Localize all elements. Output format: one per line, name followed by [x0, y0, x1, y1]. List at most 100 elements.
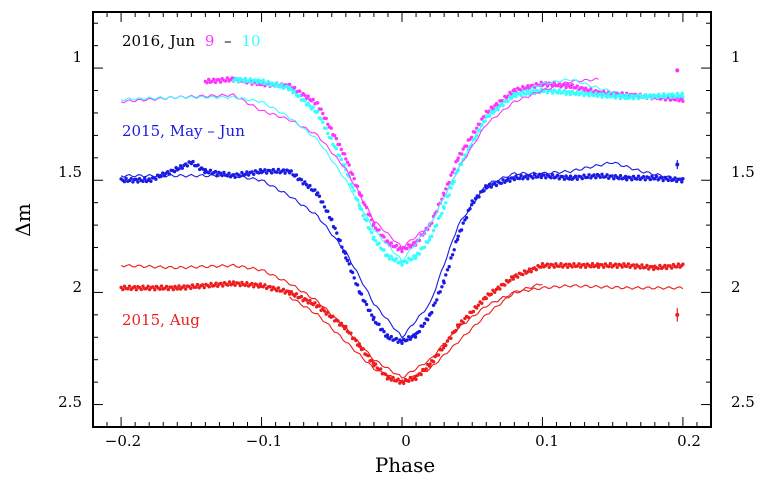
2015-aug-point [545, 262, 550, 266]
2015-may-jun-point [161, 171, 165, 175]
2016-jun-10-point [592, 93, 596, 98]
2015-may-jun-point [681, 177, 685, 181]
2015-may-jun-point [263, 168, 267, 172]
2015-aug-point [521, 272, 525, 277]
2015-may-jun-point [149, 179, 153, 183]
2015-may-jun-point [178, 164, 183, 168]
2015-may-jun-point [635, 177, 639, 181]
2015-aug-point [622, 262, 626, 266]
2015-may-jun-point [636, 174, 641, 178]
2016-jun-9-point [339, 147, 343, 152]
2015-aug-point [299, 294, 304, 299]
2016-jun-9-point [337, 142, 342, 147]
x-tick-label: −0.2 [105, 432, 141, 450]
2016-jun-10-point [343, 163, 347, 167]
2015-may-jun-point [227, 171, 231, 175]
2016-jun-10-point [266, 80, 270, 84]
2015-may-jun-point [612, 177, 616, 181]
2015-may-jun-point [456, 234, 460, 238]
2015-may-jun-point [355, 283, 360, 287]
2015-may-jun-point [359, 292, 364, 296]
2015-aug-point [177, 284, 181, 288]
2016-jun-9-point [372, 221, 376, 226]
2015-may-jun-point [438, 290, 442, 294]
2016-jun-10-point [387, 257, 392, 261]
2016-jun-10-point [236, 79, 241, 84]
label-aug-2015: 2015, Aug [122, 311, 200, 329]
2015-aug-point [540, 262, 545, 266]
2016-jun-10-point [370, 230, 374, 235]
2016-jun-9-point [345, 160, 350, 164]
2016-jun-10-point [410, 257, 414, 261]
label-june-2016-dash: – [224, 32, 232, 50]
2015-may-jun-point [134, 177, 138, 182]
2016-jun-10-point [430, 234, 434, 239]
x-tick-label: 0.2 [677, 432, 701, 450]
2016-jun-10-point [352, 189, 356, 193]
2016-jun-9-point [526, 84, 530, 88]
2015-aug-point [658, 263, 662, 268]
2016-jun-10-point [589, 91, 593, 95]
2016-jun-10-point [361, 213, 365, 218]
2015-aug-point [633, 266, 637, 270]
2016-jun-10-point [568, 92, 573, 97]
2015-aug-point [226, 283, 230, 287]
2015-may-jun-point [370, 313, 374, 317]
2016-jun-10-point [580, 90, 584, 95]
2015-may-jun-point [408, 337, 413, 341]
2015-may-jun-point [550, 173, 555, 177]
2015-aug-point [153, 288, 157, 292]
2015-aug-point [171, 287, 175, 292]
2016-jun-10-point [337, 154, 342, 158]
2015-aug-point [263, 283, 267, 287]
2015-may-jun-point [185, 164, 190, 168]
2015-may-jun-point [641, 175, 646, 179]
2016-jun-10-point [382, 248, 386, 252]
2016-jun-10-point [261, 78, 265, 82]
2015-may-jun-point [131, 180, 135, 184]
2015-may-jun-point [544, 176, 548, 180]
2016-jun-9-point [316, 101, 320, 105]
2015-aug-point [620, 265, 624, 269]
2015-may-jun-point [281, 168, 286, 172]
2015-aug-point [584, 265, 588, 269]
2016-jun-10-point [438, 214, 442, 218]
2016-jun-9-point [394, 243, 399, 248]
2015-may-jun-point [363, 299, 367, 304]
2015-may-jun-point [430, 310, 434, 315]
2016-jun-9-point [306, 94, 310, 98]
2015-may-jun-point [270, 171, 274, 175]
2015-aug-point [424, 367, 428, 371]
2015-aug-point [245, 281, 249, 285]
2015-may-jun-point [122, 179, 127, 184]
2015-aug-point [566, 265, 570, 269]
2015-aug-point [676, 262, 681, 266]
2015-may-jun-point [526, 177, 530, 181]
2015-may-jun-point [610, 174, 614, 178]
2016-jun-10-point [377, 241, 381, 245]
2015-may-jun-point [417, 329, 422, 334]
2015-may-jun-point [338, 238, 342, 243]
2016-jun-10-point [598, 92, 602, 96]
2016-jun-10-point [349, 182, 353, 186]
2015-aug-point [126, 287, 130, 291]
2016-jun-9-point [545, 84, 550, 88]
2015-may-jun-point [177, 167, 181, 171]
2015-may-jun-point [333, 226, 337, 230]
blue-error-bar-point [675, 162, 680, 167]
2015-aug-point [286, 289, 291, 293]
2015-aug-point [366, 354, 370, 358]
2015-may-jun-point [246, 173, 251, 177]
2016-jun-9-point [444, 187, 448, 191]
2016-jun-9-point [225, 76, 229, 80]
2015-may-jun-point [506, 176, 510, 181]
2015-aug-point [141, 284, 145, 288]
label-june-2016-day9: 9 [205, 32, 215, 50]
2016-jun-9-point [681, 99, 685, 104]
2015-aug-point [471, 309, 476, 314]
red-error-bar-point [675, 312, 680, 317]
2015-may-jun-point [459, 228, 464, 232]
2016-jun-10-point [607, 92, 611, 96]
2016-jun-9-point [461, 147, 465, 151]
2015-aug-point [602, 265, 606, 269]
